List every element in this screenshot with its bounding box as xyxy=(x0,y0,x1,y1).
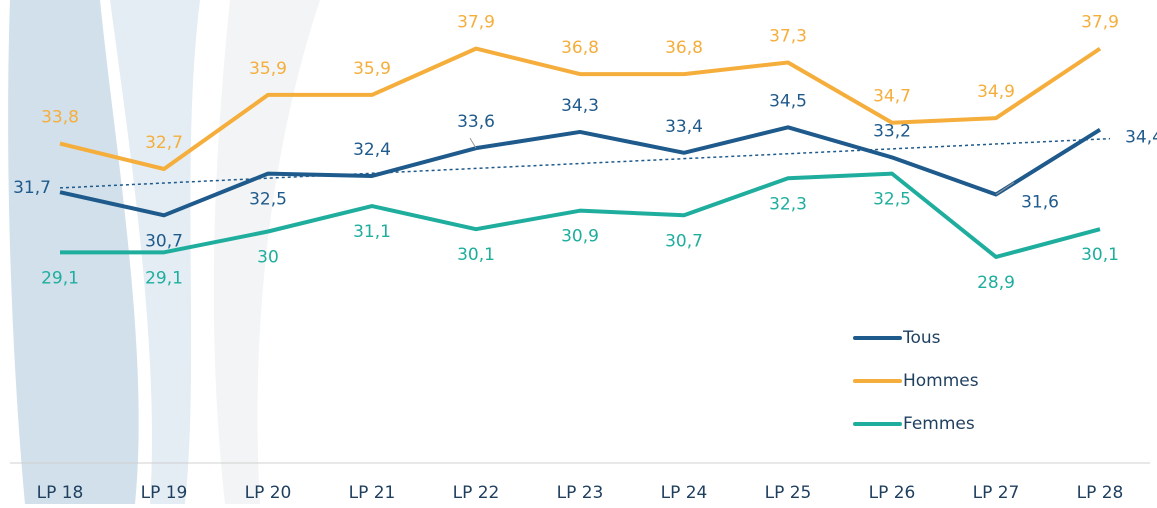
x-tick-label: LP 24 xyxy=(661,483,708,503)
data-label: 35,9 xyxy=(353,59,391,79)
data-label: 34,9 xyxy=(977,82,1015,102)
data-label: 30 xyxy=(257,248,279,268)
data-label: 33,8 xyxy=(41,108,79,128)
data-label: 30,7 xyxy=(145,231,183,251)
data-label: 36,8 xyxy=(561,38,599,58)
series-line xyxy=(59,125,1102,218)
x-tick-label: LP 26 xyxy=(869,483,916,503)
legend-label: Tous xyxy=(902,328,941,348)
x-tick-label: LP 21 xyxy=(349,483,396,503)
series-line xyxy=(60,171,1101,259)
data-label: 31,1 xyxy=(353,222,391,242)
x-tick-label: LP 20 xyxy=(245,483,292,503)
label-leader xyxy=(995,182,1015,195)
data-label: 31,7 xyxy=(13,178,51,198)
data-label: 29,1 xyxy=(41,268,79,288)
legend-label: Femmes xyxy=(903,414,975,434)
x-tick-label: LP 28 xyxy=(1077,483,1124,503)
data-label: 34,5 xyxy=(769,91,807,111)
data-label: 28,9 xyxy=(977,273,1015,293)
data-label: 37,9 xyxy=(457,13,495,33)
data-label: 33,4 xyxy=(665,117,703,137)
data-label: 37,9 xyxy=(1081,13,1119,33)
data-label: 30,1 xyxy=(457,245,495,265)
data-label: 33,2 xyxy=(873,121,911,141)
data-label: 34,7 xyxy=(873,87,911,107)
data-label: 31,6 xyxy=(1021,192,1059,212)
trend-line xyxy=(59,137,1111,189)
data-label: 32,5 xyxy=(873,190,911,210)
data-label: 32,4 xyxy=(353,140,391,160)
background-swoosh xyxy=(213,0,320,504)
legend-label: Hommes xyxy=(903,371,979,391)
x-tick-label: LP 18 xyxy=(37,483,84,503)
x-tick-label: LP 25 xyxy=(765,483,812,503)
x-tick-label: LP 27 xyxy=(973,483,1020,503)
data-label: 32,7 xyxy=(145,133,183,153)
series-line xyxy=(59,46,1102,171)
data-label: 37,3 xyxy=(769,27,807,47)
data-label: 29,1 xyxy=(145,268,183,288)
data-label: 32,3 xyxy=(769,194,807,214)
label-leader xyxy=(469,137,477,149)
x-tick-label: LP 19 xyxy=(141,483,188,503)
data-label: 34,3 xyxy=(561,96,599,116)
x-tick-label: LP 22 xyxy=(453,483,500,503)
data-label: 33,6 xyxy=(457,112,495,132)
data-label: 32,5 xyxy=(249,190,287,210)
data-label: 35,9 xyxy=(249,59,287,79)
data-label: 34,4 xyxy=(1125,128,1157,148)
x-tick-label: LP 23 xyxy=(557,483,604,503)
data-label: 30,9 xyxy=(561,227,599,247)
data-label: 36,8 xyxy=(665,38,703,58)
data-label: 30,1 xyxy=(1081,245,1119,265)
data-label: 30,7 xyxy=(665,231,703,251)
